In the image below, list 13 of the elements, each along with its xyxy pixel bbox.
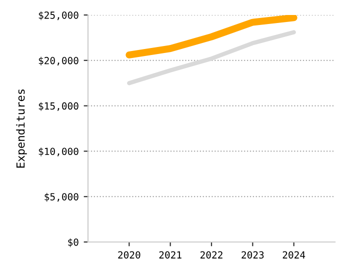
x-tick-label: 2024 — [282, 251, 306, 259]
y-tick-label: $0 — [68, 238, 78, 248]
x-tick-label: 2023 — [242, 251, 264, 259]
x-tick-label: 2022 — [200, 251, 222, 259]
x-tick-label: 2020 — [118, 251, 140, 259]
y-axis-title: Expenditures — [16, 89, 27, 168]
y-tick-label: $20,000 — [38, 56, 78, 66]
y-tick-label: $25,000 — [38, 11, 78, 20]
y-tick-label: $15,000 — [38, 102, 78, 111]
y-tick-label: $5,000 — [44, 192, 78, 202]
line-series — [127, 30, 296, 86]
x-tick-label: 2021 — [159, 251, 182, 259]
y-tick-label: $10,000 — [38, 148, 78, 156]
